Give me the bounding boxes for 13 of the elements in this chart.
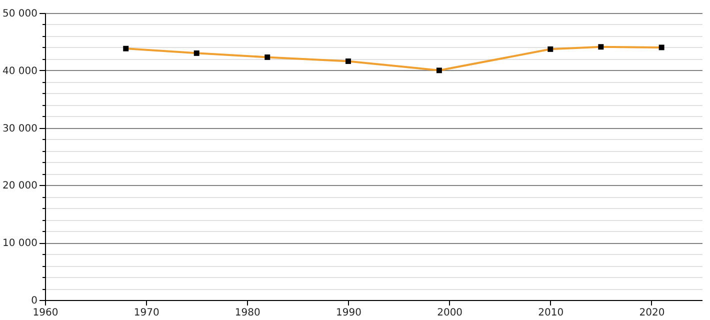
x-tick-label: 1960 (32, 308, 58, 318)
x-tick-label: 2020 (639, 308, 665, 318)
x-tick-label: 2010 (538, 308, 564, 318)
y-tick-label: 20 000 (2, 180, 38, 192)
x-tick-label: 1990 (336, 308, 362, 318)
y-tick-label: 40 000 (2, 66, 38, 77)
y-tick-label: 50 000 (2, 8, 38, 20)
x-tick-label: 2000 (437, 308, 463, 318)
y-tick-label: 30 000 (2, 123, 38, 134)
x-tick-label: 1980 (234, 308, 260, 318)
x-tick-label: 1970 (134, 308, 160, 318)
y-tick-label: 0 (31, 296, 38, 306)
y-tick-label: 10 000 (2, 238, 38, 250)
